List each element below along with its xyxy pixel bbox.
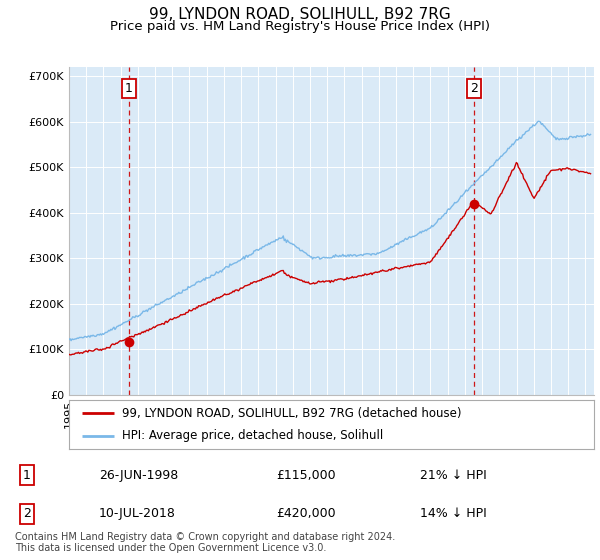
Text: £420,000: £420,000 (276, 507, 335, 520)
Text: HPI: Average price, detached house, Solihull: HPI: Average price, detached house, Soli… (121, 430, 383, 442)
Text: Contains HM Land Registry data © Crown copyright and database right 2024.
This d: Contains HM Land Registry data © Crown c… (15, 531, 395, 553)
Text: 2: 2 (470, 82, 478, 95)
Text: 2: 2 (23, 507, 31, 520)
Text: 1: 1 (125, 82, 133, 95)
Text: 21% ↓ HPI: 21% ↓ HPI (420, 469, 487, 482)
Text: 1: 1 (23, 469, 31, 482)
Text: 14% ↓ HPI: 14% ↓ HPI (420, 507, 487, 520)
Text: 26-JUN-1998: 26-JUN-1998 (99, 469, 178, 482)
Text: 99, LYNDON ROAD, SOLIHULL, B92 7RG: 99, LYNDON ROAD, SOLIHULL, B92 7RG (149, 7, 451, 22)
Text: Price paid vs. HM Land Registry's House Price Index (HPI): Price paid vs. HM Land Registry's House … (110, 20, 490, 32)
Text: 10-JUL-2018: 10-JUL-2018 (99, 507, 176, 520)
Text: 99, LYNDON ROAD, SOLIHULL, B92 7RG (detached house): 99, LYNDON ROAD, SOLIHULL, B92 7RG (deta… (121, 407, 461, 419)
Text: £115,000: £115,000 (276, 469, 335, 482)
